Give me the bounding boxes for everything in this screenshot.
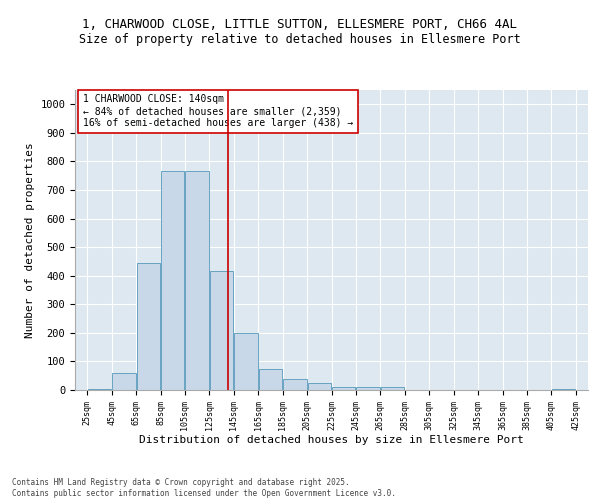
Text: Contains HM Land Registry data © Crown copyright and database right 2025.
Contai: Contains HM Land Registry data © Crown c… — [12, 478, 396, 498]
Bar — [137, 263, 160, 390]
Bar — [356, 386, 380, 390]
X-axis label: Distribution of detached houses by size in Ellesmere Port: Distribution of detached houses by size … — [139, 436, 524, 446]
Y-axis label: Number of detached properties: Number of detached properties — [25, 142, 35, 338]
Bar — [185, 172, 209, 390]
Bar — [112, 373, 136, 390]
Text: 1, CHARWOOD CLOSE, LITTLE SUTTON, ELLESMERE PORT, CH66 4AL: 1, CHARWOOD CLOSE, LITTLE SUTTON, ELLESM… — [83, 18, 517, 30]
Bar — [210, 272, 233, 390]
Bar — [259, 368, 282, 390]
Bar — [332, 386, 355, 390]
Bar — [308, 383, 331, 390]
Bar — [161, 172, 184, 390]
Text: Size of property relative to detached houses in Ellesmere Port: Size of property relative to detached ho… — [79, 32, 521, 46]
Bar — [283, 378, 307, 390]
Bar — [234, 333, 258, 390]
Bar — [552, 388, 575, 390]
Bar — [381, 386, 404, 390]
Bar — [88, 388, 111, 390]
Text: 1 CHARWOOD CLOSE: 140sqm
← 84% of detached houses are smaller (2,359)
16% of sem: 1 CHARWOOD CLOSE: 140sqm ← 84% of detach… — [83, 94, 353, 128]
